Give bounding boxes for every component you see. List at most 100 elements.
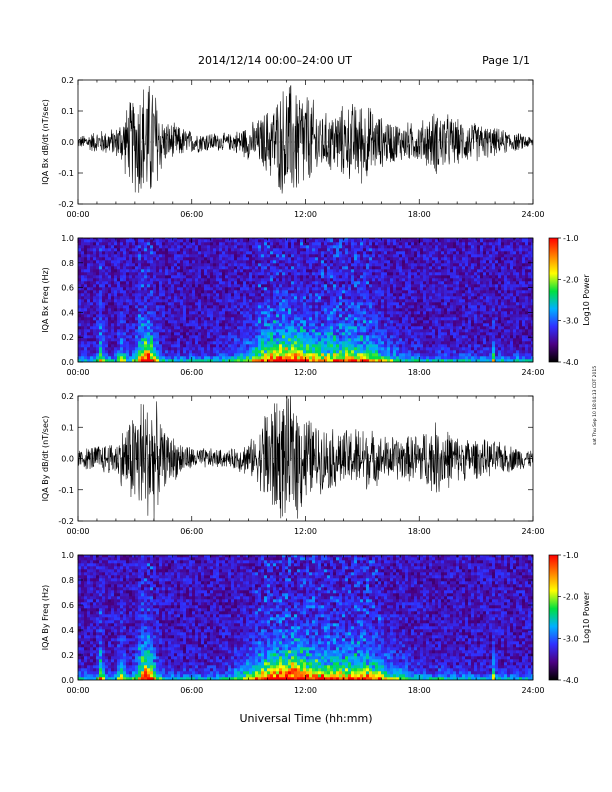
spectrogram-cell [246,242,250,246]
spectrogram-cell [378,293,382,297]
spectrogram-cell [309,293,313,297]
spectrogram-cell [357,290,361,294]
spectrogram-cell [408,350,412,354]
spectrogram-cell [381,299,385,303]
spectrogram-cell [321,341,325,345]
spectrogram-cell [174,350,178,354]
spectrogram-cell [255,263,259,267]
spectrogram-cell [261,260,265,264]
spectrogram-cell [246,320,250,324]
spectrogram-cell [111,293,115,297]
spectrogram-cell [267,269,271,273]
spectrogram-cell [375,353,379,357]
spectrogram-cell [324,353,328,357]
spectrogram-cell [105,266,109,270]
spectrogram-cell [102,296,106,300]
spectrogram-cell [381,290,385,294]
spectrogram-cell [408,356,412,360]
spectrogram-cell [153,254,157,258]
spectrogram-cell [117,266,121,270]
spectrogram-cell [168,350,172,354]
spectrogram-cell [135,305,139,309]
spectrogram-cell [147,278,151,282]
spectrogram-cell [327,290,331,294]
spectrogram-cell [186,242,190,246]
spectrogram-cell [120,344,124,348]
spectrogram-cell [261,290,265,294]
spectrogram-cell [138,260,142,264]
spectrogram-cell [411,356,415,360]
spectrogram-cell [228,272,232,276]
spectrogram-cell [150,248,154,252]
spectrogram-cell [216,263,220,267]
spectrogram-cell [276,341,280,345]
spectrogram-cell [273,245,277,249]
spectrogram-cell [99,320,103,324]
spectrogram-cell [321,290,325,294]
spectrogram-cell [354,239,358,243]
spectrogram-cell [288,266,292,270]
spectrogram-cell [264,335,268,339]
spectrogram-cell [282,308,286,312]
spectrogram-cell [99,356,103,360]
spectrogram-cell [384,251,388,255]
spectrogram-cell [150,257,154,261]
spectrogram-cell [192,269,196,273]
spectrogram-cell [411,281,415,285]
spectrogram-cell [309,341,313,345]
spectrogram-cell [105,239,109,243]
spectrogram-cell [204,278,208,282]
spectrogram-cell [408,287,412,291]
spectrogram-cell [147,311,151,315]
spectrogram-cell [189,290,193,294]
spectrogram-cell [90,314,94,318]
spectrogram-cell [249,311,253,315]
spectrogram-cell [279,335,283,339]
spectrogram-cell [177,242,181,246]
spectrogram-cell [177,275,181,279]
spectrogram-cell [231,266,235,270]
spectrogram-cell [318,320,322,324]
spectrogram-cell [240,317,244,321]
spectrogram-cell [402,238,406,240]
spectrogram-cell [165,260,169,264]
spectrogram-cell [342,302,346,306]
spectrogram-cell [336,254,340,258]
spectrogram-cell [144,248,148,252]
spectrogram-cell [240,320,244,324]
spectrogram-cell [303,338,307,342]
spectrogram-cell [189,305,193,309]
spectrogram-cell [144,296,148,300]
spectrogram-cell [213,338,217,342]
spectrogram-cell [237,281,241,285]
spectrogram-cell [312,245,316,249]
spectrogram-cell [234,302,238,306]
spectrogram-cell [111,266,115,270]
spectrogram-cell [378,350,382,354]
spectrogram-cell [201,260,205,264]
spectrogram-cell [372,293,376,297]
spectrogram-cell [135,296,139,300]
spectrogram-cell [99,242,103,246]
spectrogram-cell [120,314,124,318]
spectrogram-cell [162,272,166,276]
spectrogram-cell [126,356,130,360]
spectrogram-cell [357,254,361,258]
spectrogram-cell [123,275,127,279]
spectrogram-cell [294,359,298,362]
spectrogram-cell [288,353,292,357]
spectrogram-cell [300,287,304,291]
spectrogram-cell [81,302,85,306]
spectrogram-cell [321,238,325,240]
spectrogram-cell [81,323,85,327]
spectrogram-cell [186,263,190,267]
spectrogram-cell [147,305,151,309]
spectrogram-cell [396,329,400,333]
spectrogram-cell [327,353,331,357]
spectrogram-cell [216,290,220,294]
spectrogram-cell [132,326,136,330]
spectrogram-cell [114,263,118,267]
spectrogram-cell [108,341,112,345]
spectrogram-cell [105,293,109,297]
spectrogram-cell [426,350,430,354]
